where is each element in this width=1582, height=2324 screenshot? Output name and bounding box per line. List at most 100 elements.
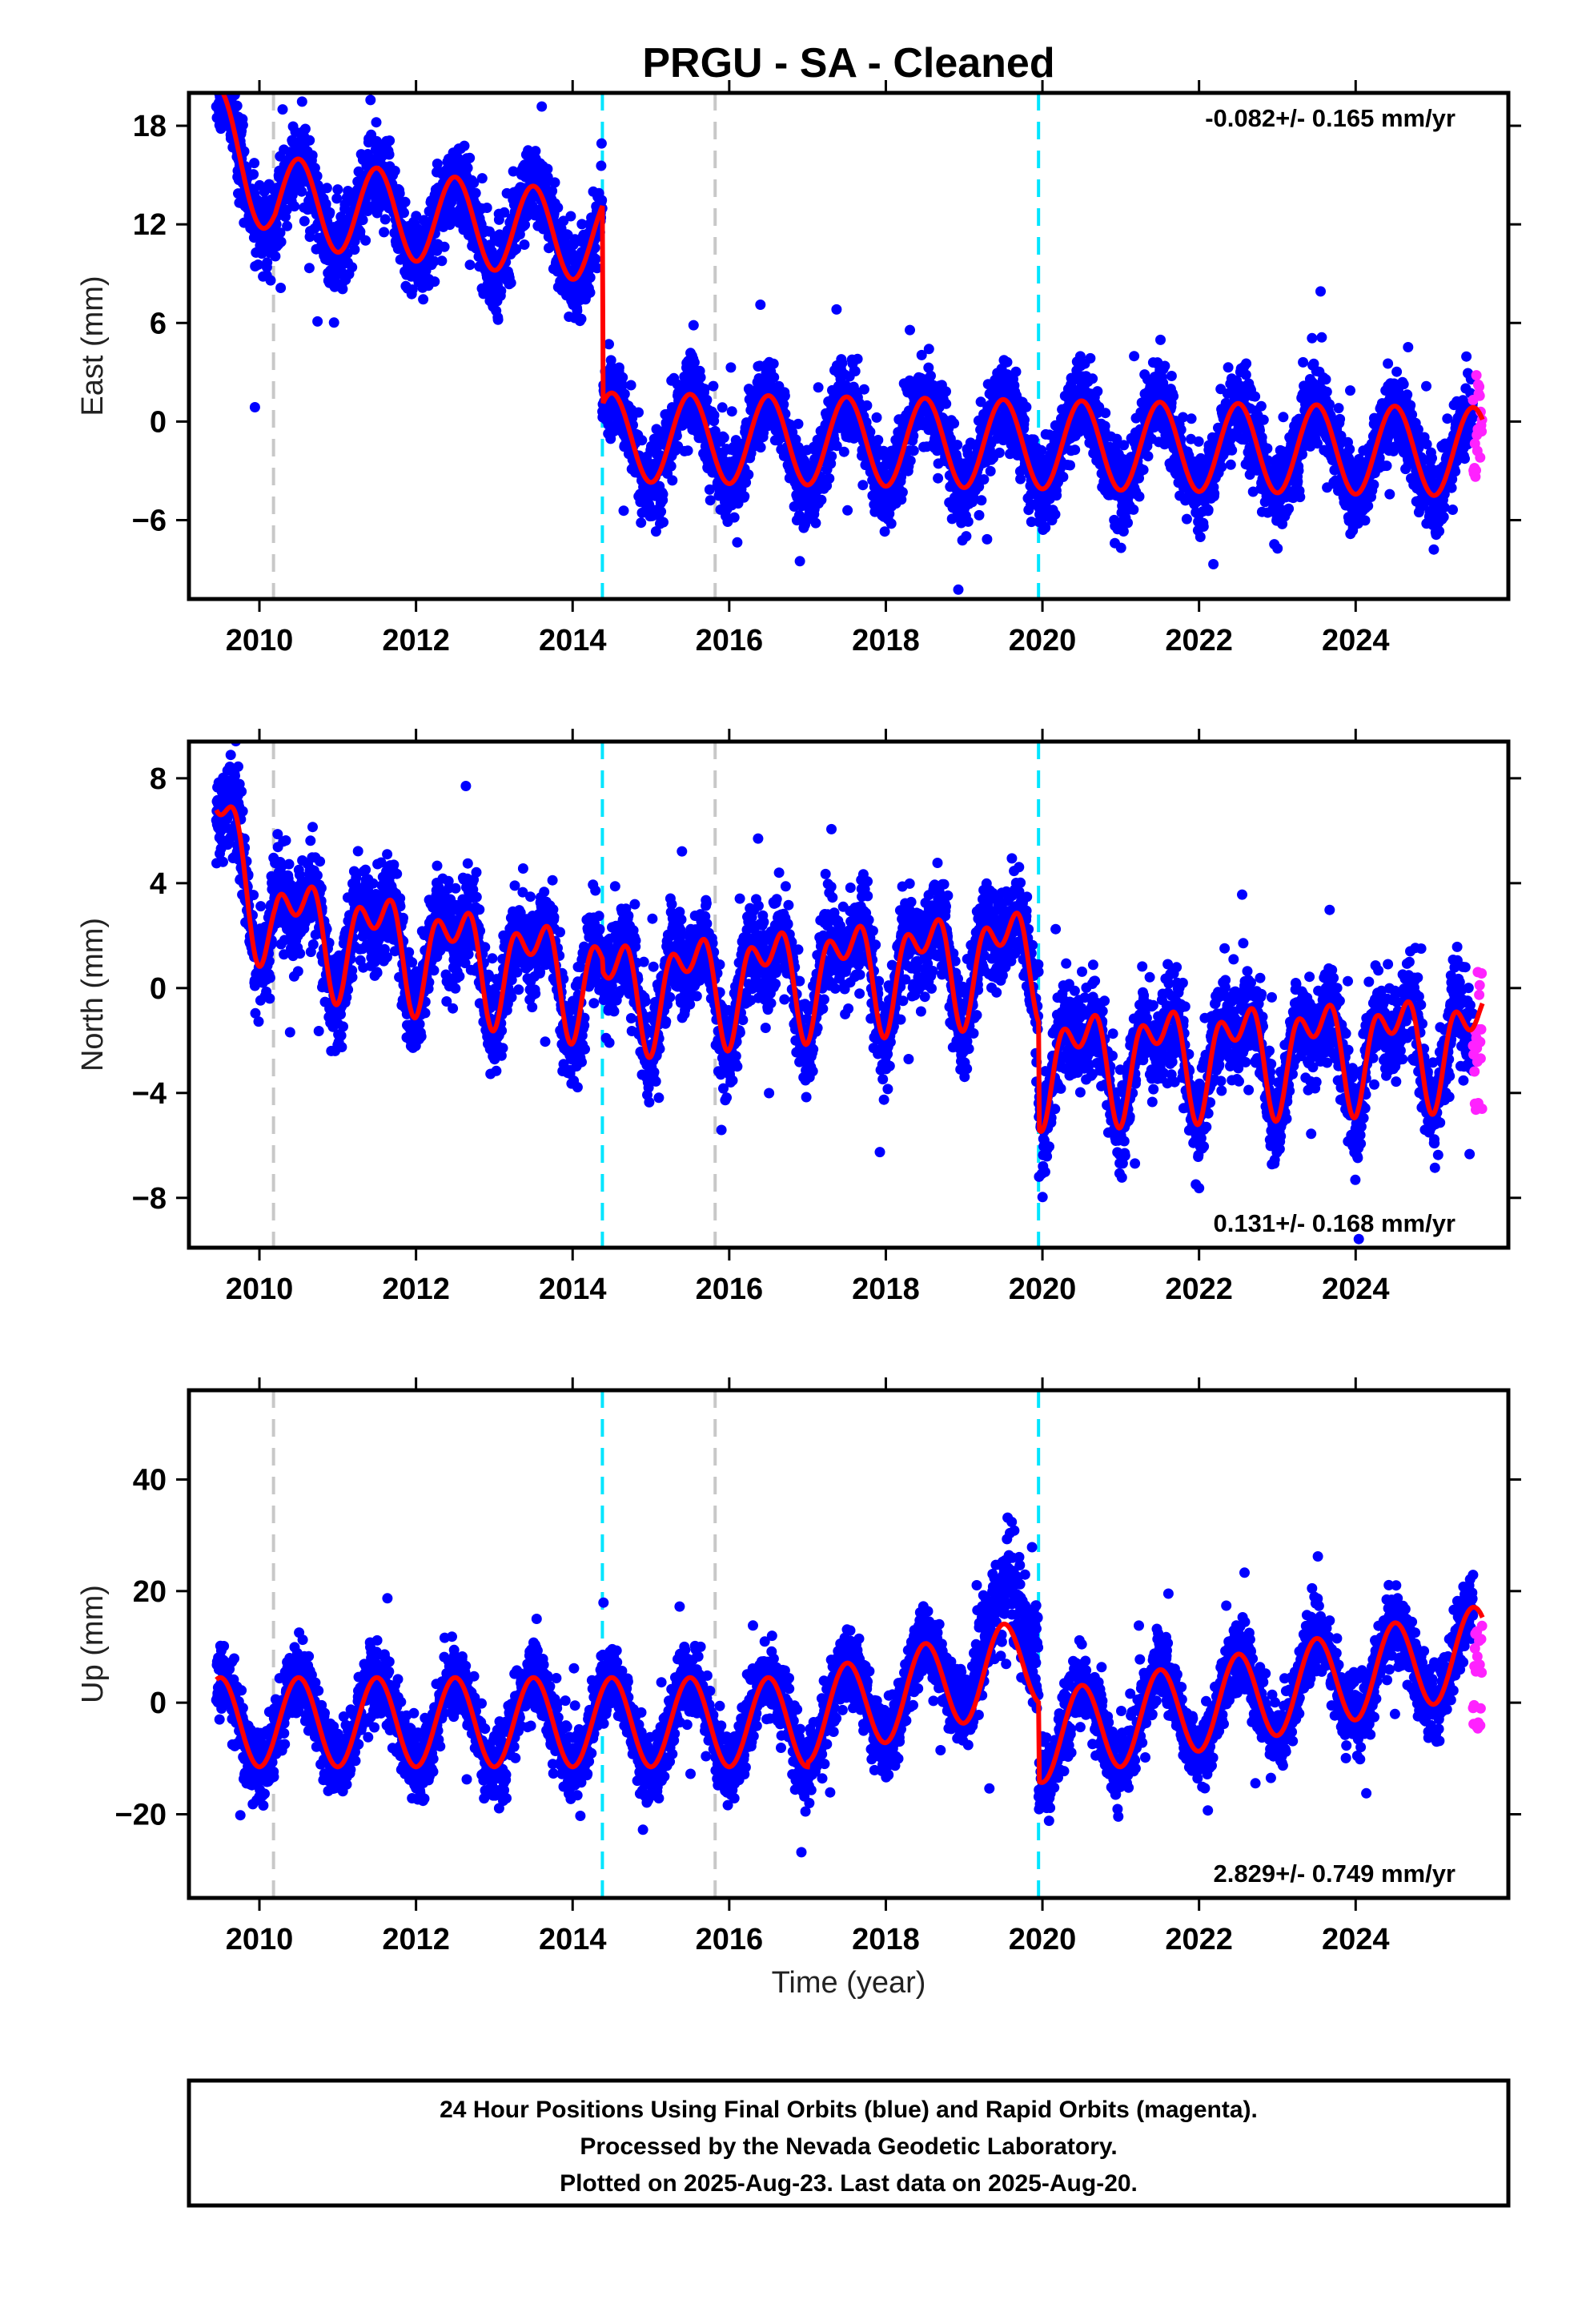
east-data-point	[1010, 366, 1022, 377]
east-data-point	[407, 284, 418, 296]
east-data-point	[299, 215, 310, 227]
east-data-point	[699, 384, 710, 395]
east-data-point	[1359, 515, 1371, 526]
east-data-point	[1166, 371, 1177, 381]
east-data-point	[275, 236, 287, 247]
east-data-point	[277, 104, 288, 115]
east-data-point	[596, 160, 607, 171]
east-data-point	[1335, 413, 1346, 424]
east-data-point	[1134, 491, 1145, 502]
east-data-point	[505, 277, 516, 288]
east-data-point	[499, 207, 510, 218]
east-data-point	[861, 400, 873, 411]
east-data-point	[337, 283, 348, 295]
east-data-point	[508, 166, 519, 177]
east-data-point	[596, 195, 608, 206]
east-data-point	[978, 474, 990, 485]
east-data-point	[741, 477, 752, 488]
east-data-point	[732, 537, 743, 548]
east-data-point	[511, 243, 522, 255]
east-data-point	[394, 188, 405, 199]
east-data-point	[982, 533, 993, 545]
east-data-point	[985, 465, 996, 476]
east-data-point	[1324, 399, 1335, 410]
east-data-point	[1193, 436, 1204, 447]
east-data-point	[613, 362, 624, 373]
east-data-point	[584, 272, 596, 283]
east-data-point	[1208, 559, 1219, 569]
east-data-point	[650, 526, 661, 537]
east-data-point	[717, 402, 728, 413]
panel-east: 2010 2012 2014 2016 2018 2020 2022 2024−6061218…	[76, 80, 1521, 657]
east-data-point	[779, 390, 790, 401]
east-data-point	[357, 215, 368, 226]
east-data-point	[1138, 464, 1149, 476]
east-data-point	[695, 372, 706, 383]
east-data-point	[682, 445, 693, 456]
east-data-point	[1262, 443, 1273, 454]
east-data-point	[941, 398, 952, 409]
east-data-point	[459, 140, 470, 151]
east-data-point	[729, 512, 740, 523]
east-data-point	[718, 432, 729, 443]
east-data-point	[871, 412, 882, 423]
east-data-point	[1241, 358, 1252, 369]
east-data-point	[755, 442, 766, 453]
east-data-point	[379, 227, 390, 238]
east-data-point	[1292, 476, 1303, 487]
east-data-point	[411, 211, 422, 222]
east-data-point	[1036, 444, 1047, 456]
east-data-point	[237, 119, 248, 131]
east-data-point	[933, 472, 944, 484]
east-data-point	[1250, 391, 1261, 402]
east-data-point	[658, 517, 669, 528]
east-data-point	[596, 138, 607, 149]
east-data-point	[1051, 490, 1062, 501]
east-data-point	[905, 324, 915, 336]
east-data-point	[908, 445, 919, 456]
east-data-point	[1283, 503, 1295, 514]
east-data-point	[1050, 509, 1061, 520]
east-data-point	[542, 171, 553, 183]
east-data-point	[304, 135, 315, 146]
east-data-point	[952, 440, 963, 451]
east-data-point	[976, 495, 987, 506]
east-data-point	[1333, 403, 1344, 414]
east-data-point	[616, 380, 628, 392]
east-data-point	[1321, 386, 1332, 397]
east-data-point	[592, 263, 603, 274]
east-data-point	[530, 146, 541, 157]
east-data-point	[496, 285, 507, 296]
east-data-point	[464, 259, 476, 271]
east-data-point	[618, 505, 629, 517]
east-data-point	[332, 184, 343, 195]
east-data-point	[439, 241, 450, 252]
east-data-point	[536, 101, 548, 112]
east-data-point	[941, 386, 951, 397]
east-data-point	[1255, 400, 1267, 412]
east-data-point	[462, 163, 473, 174]
east-data-point	[552, 202, 564, 213]
east-data-point	[1021, 401, 1032, 412]
east-data-point	[1209, 488, 1220, 499]
east-data-point	[428, 255, 440, 267]
east-data-point	[769, 372, 780, 383]
figure-title: PRGU - SA - Cleaned	[642, 40, 1054, 86]
east-data-point	[371, 117, 382, 128]
east-data-point	[949, 418, 960, 429]
east-data-point	[1092, 386, 1103, 397]
east-data-point	[831, 304, 842, 315]
east-data-point	[549, 177, 560, 188]
east-data-point	[667, 475, 678, 486]
east-data-point	[873, 435, 884, 445]
east-data-point	[604, 339, 614, 350]
east-data-point	[665, 460, 677, 472]
east-data-point	[324, 207, 335, 218]
east-data-point	[842, 505, 853, 516]
east-data-point	[824, 473, 835, 484]
east-data-point	[347, 262, 358, 273]
east-data-point	[1223, 362, 1234, 373]
east-data-point	[418, 294, 429, 305]
east-data-point	[810, 517, 821, 529]
